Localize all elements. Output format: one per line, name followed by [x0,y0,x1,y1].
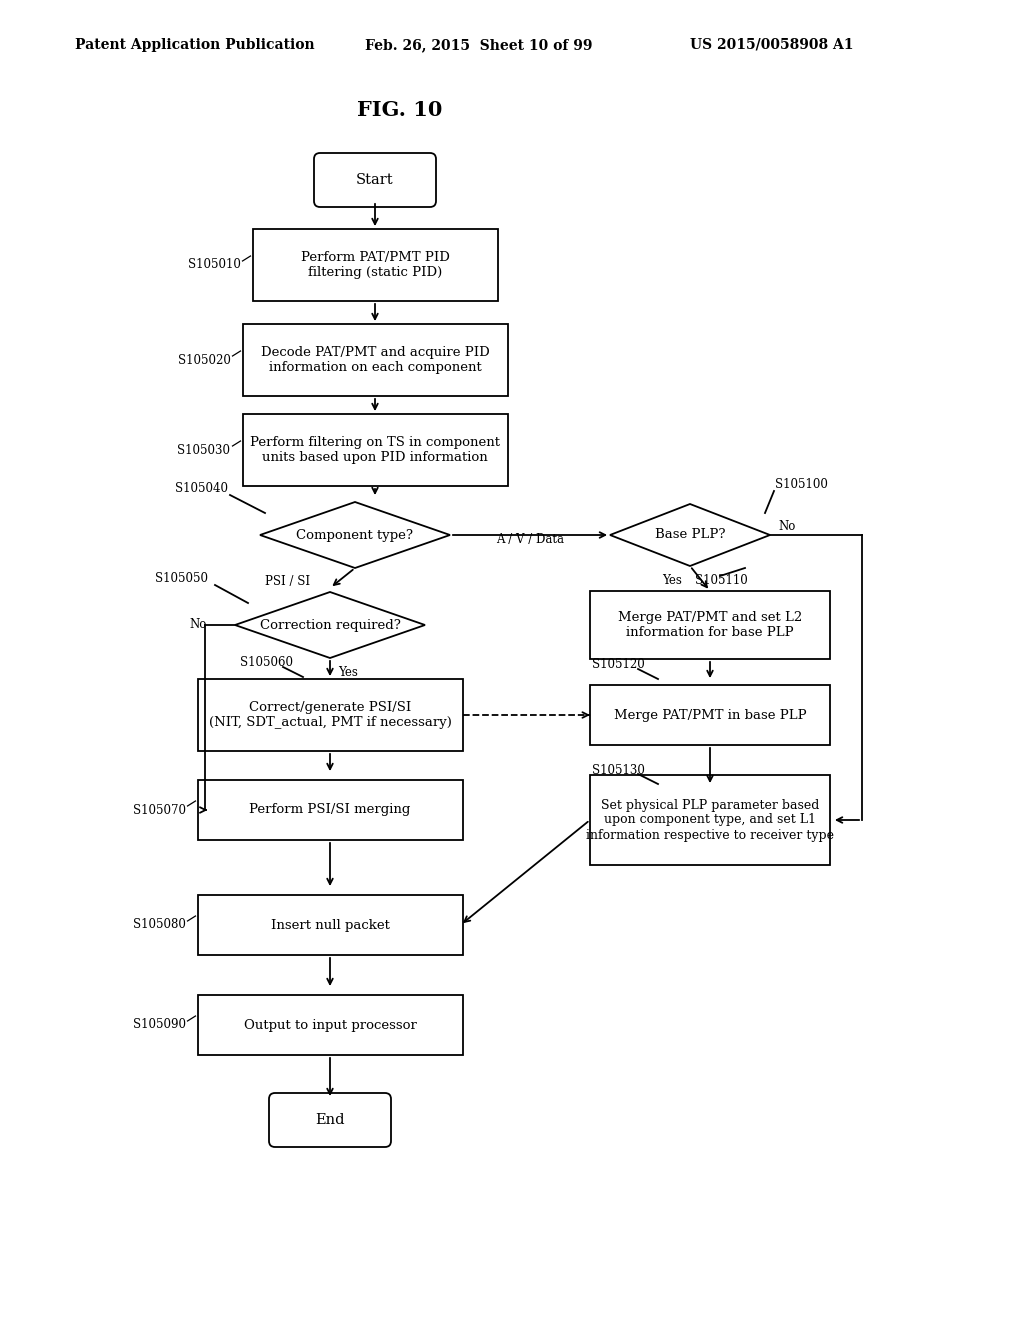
Text: Perform filtering on TS in component
units based upon PID information: Perform filtering on TS in component uni… [250,436,500,465]
Text: S105030: S105030 [177,444,230,457]
Text: No: No [778,520,796,533]
Text: Correct/generate PSI/SI
(NIT, SDT_actual, PMT if necessary): Correct/generate PSI/SI (NIT, SDT_actual… [209,701,452,729]
Text: Set physical PLP parameter based
upon component type, and set L1
information res: Set physical PLP parameter based upon co… [586,799,834,842]
Text: S105110: S105110 [695,573,748,586]
Bar [243,414,508,486]
Text: S105080: S105080 [133,919,185,932]
Text: A / V / Data: A / V / Data [496,533,564,546]
Text: Feb. 26, 2015  Sheet 10 of 99: Feb. 26, 2015 Sheet 10 of 99 [365,38,593,51]
Text: PSI / SI: PSI / SI [265,576,310,589]
Text: S105070: S105070 [132,804,185,817]
Text: Merge PAT/PMT and set L2
information for base PLP: Merge PAT/PMT and set L2 information for… [617,611,802,639]
Text: S105060: S105060 [240,656,293,669]
Text: Component type?: Component type? [297,528,414,541]
Bar [198,678,463,751]
Text: FIG. 10: FIG. 10 [357,100,442,120]
Text: Perform PSI/SI merging: Perform PSI/SI merging [249,804,411,817]
Polygon shape [610,504,770,566]
Text: Yes: Yes [662,573,682,586]
Bar [590,775,830,865]
Text: S105130: S105130 [592,763,645,776]
Text: No: No [189,619,207,631]
Text: Start: Start [356,173,394,187]
Text: Base PLP?: Base PLP? [654,528,725,541]
Text: Correction required?: Correction required? [259,619,400,631]
Text: S105050: S105050 [155,573,208,586]
Text: Insert null packet: Insert null packet [270,919,389,932]
FancyBboxPatch shape [314,153,436,207]
Bar [590,685,830,744]
Text: Output to input processor: Output to input processor [244,1019,417,1031]
Text: Decode PAT/PMT and acquire PID
information on each component: Decode PAT/PMT and acquire PID informati… [261,346,489,374]
Bar [253,228,498,301]
Text: S105010: S105010 [187,259,241,272]
Text: Perform PAT/PMT PID
filtering (static PID): Perform PAT/PMT PID filtering (static PI… [301,251,450,279]
Polygon shape [234,591,425,657]
Text: Merge PAT/PMT in base PLP: Merge PAT/PMT in base PLP [613,709,806,722]
Text: S105100: S105100 [775,479,827,491]
Polygon shape [260,502,450,568]
Bar [243,323,508,396]
Text: End: End [315,1113,345,1127]
Bar [198,895,463,954]
FancyBboxPatch shape [269,1093,391,1147]
Text: US 2015/0058908 A1: US 2015/0058908 A1 [690,38,853,51]
Text: S105120: S105120 [592,659,645,672]
Bar [198,780,463,840]
Text: S105040: S105040 [175,483,228,495]
Bar [590,591,830,659]
Text: Yes: Yes [338,665,357,678]
Text: S105020: S105020 [177,354,230,367]
Bar [198,995,463,1055]
Text: S105090: S105090 [132,1019,185,1031]
Text: Patent Application Publication: Patent Application Publication [75,38,314,51]
